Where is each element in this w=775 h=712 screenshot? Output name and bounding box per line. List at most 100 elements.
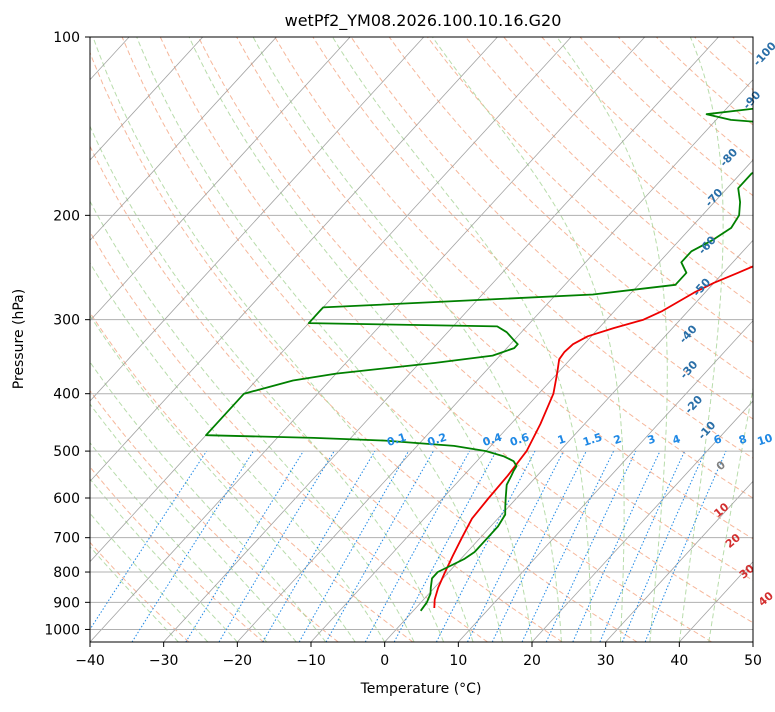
- dry-adiabat: [237, 37, 775, 642]
- y-tick-label: 700: [53, 531, 80, 547]
- x-tick-label: −20: [223, 653, 253, 669]
- x-axis-label: Temperature (°C): [360, 681, 482, 697]
- dry-adiabat: [0, 37, 263, 642]
- isotherm-line: [0, 37, 424, 642]
- moist-adiabat: [0, 37, 208, 642]
- isotherm-line: [679, 37, 775, 642]
- y-tick-label: 100: [53, 30, 80, 46]
- mixing-ratio-line: [600, 451, 685, 642]
- moist-adiabat: [0, 37, 296, 642]
- isotherm-label: -80: [717, 146, 740, 170]
- x-tick-label: −10: [296, 653, 326, 669]
- x-tick-label: 30: [597, 653, 615, 669]
- dry-adiabat: [580, 37, 775, 642]
- isotherm-line: [16, 37, 571, 642]
- mixing-ratio-line: [219, 451, 334, 642]
- x-tick-label: −40: [75, 653, 105, 669]
- moist-adiabat-label: 0: [714, 458, 728, 473]
- y-tick-label: 600: [53, 491, 80, 507]
- mixing-ratio-line: [573, 451, 660, 642]
- plot-frame: [90, 37, 753, 642]
- x-tick-label: 0: [380, 653, 389, 669]
- dry-adiabat: [8, 37, 488, 642]
- moist-adiabat: [432, 37, 624, 642]
- isotherm-label: -20: [682, 393, 705, 417]
- isotherm-label: -40: [677, 322, 700, 346]
- dry-adiabat: [427, 37, 775, 642]
- moist-adiabat-label: 40: [756, 589, 775, 609]
- mixing-ratio-line: [326, 451, 433, 642]
- mixing-ratio-label: 0.1: [385, 431, 408, 449]
- x-tick-label: 10: [449, 653, 467, 669]
- y-tick-label: 800: [53, 565, 80, 581]
- dry-adiabat: [466, 37, 775, 642]
- y-tick-label: 500: [53, 444, 80, 460]
- isotherm-label: -70: [703, 186, 726, 210]
- chart-title: wetPf2_YM08.2026.100.10.16.G20: [285, 11, 562, 31]
- x-tick-label: 20: [523, 653, 541, 669]
- moist-adiabat: [0, 37, 326, 642]
- mixing-ratio-line: [82, 451, 207, 642]
- moist-adiabat-label: 30: [737, 562, 757, 582]
- mixing-ratio-line: [645, 451, 726, 642]
- y-tick-label: 400: [53, 387, 80, 403]
- moist-adiabat: [56, 37, 444, 642]
- mixing-ratio-line: [394, 451, 496, 642]
- isotherm-line: [753, 37, 775, 642]
- mixing-ratio-line: [492, 451, 586, 642]
- isotherm-line: [0, 37, 55, 642]
- moist-adiabat: [137, 37, 503, 642]
- mixing-ratio-label: 8: [737, 432, 748, 447]
- mixing-ratio-label: 0.4: [481, 430, 504, 448]
- isotherm-line: [0, 37, 350, 642]
- isotherm-line: [0, 37, 276, 642]
- isotherm-line: [0, 37, 497, 642]
- isotherm-label: -60: [696, 233, 719, 257]
- isotherm-label: -30: [677, 358, 700, 382]
- moist-adiabat: [0, 37, 385, 642]
- isotherm-label: -100: [751, 39, 775, 68]
- isotherm-label: -90: [740, 88, 763, 112]
- isotherm-line: [237, 37, 775, 642]
- isotherm-line: [532, 37, 775, 642]
- x-tick-label: 50: [744, 653, 762, 669]
- x-tick-label: 40: [670, 653, 688, 669]
- moist-adiabat: [0, 37, 267, 642]
- y-tick-label: 300: [53, 313, 80, 329]
- mixing-ratio-line: [522, 451, 614, 642]
- dry-adiabat: [0, 37, 413, 642]
- mixing-ratio-label: 3: [646, 432, 657, 447]
- dry-adiabat: [84, 37, 637, 642]
- isotherm-line: [0, 37, 203, 642]
- y-tick-label: 900: [53, 595, 80, 611]
- moist-adiabat: [0, 37, 237, 642]
- isotherm-line: [385, 37, 775, 642]
- isotherm-line: [90, 37, 645, 642]
- moist-adiabat: [189, 37, 532, 642]
- moist-adiabat: [0, 37, 355, 642]
- moist-adiabat-label: 20: [723, 531, 743, 551]
- moist-adiabat: [557, 37, 667, 642]
- y-tick-label: 1000: [44, 622, 80, 638]
- mixing-ratio-label: 0.6: [508, 430, 531, 448]
- dry-adiabat: [656, 37, 775, 642]
- y-axis-label: Pressure (hPa): [11, 289, 27, 389]
- moist-adiabat-label: 10: [711, 500, 731, 520]
- y-tick-label: 200: [53, 208, 80, 224]
- mixing-ratio-label: 1: [556, 432, 567, 447]
- mixing-ratio-line: [468, 451, 564, 642]
- mixing-ratio-label: 4: [671, 432, 683, 447]
- mixing-ratio-label: 1.5: [581, 431, 604, 449]
- mixing-ratio-line: [186, 451, 304, 642]
- mixing-ratio-label: 10: [756, 431, 775, 448]
- moist-adiabat: [709, 37, 775, 642]
- moist-adiabat: [24, 37, 414, 642]
- dry-adiabat: [275, 37, 775, 642]
- dry-adiabat: [0, 37, 338, 642]
- x-tick-label: −30: [149, 653, 179, 669]
- isotherm-label: -50: [690, 275, 713, 299]
- dry-adiabat: [733, 37, 775, 642]
- isotherm-line: [458, 37, 775, 642]
